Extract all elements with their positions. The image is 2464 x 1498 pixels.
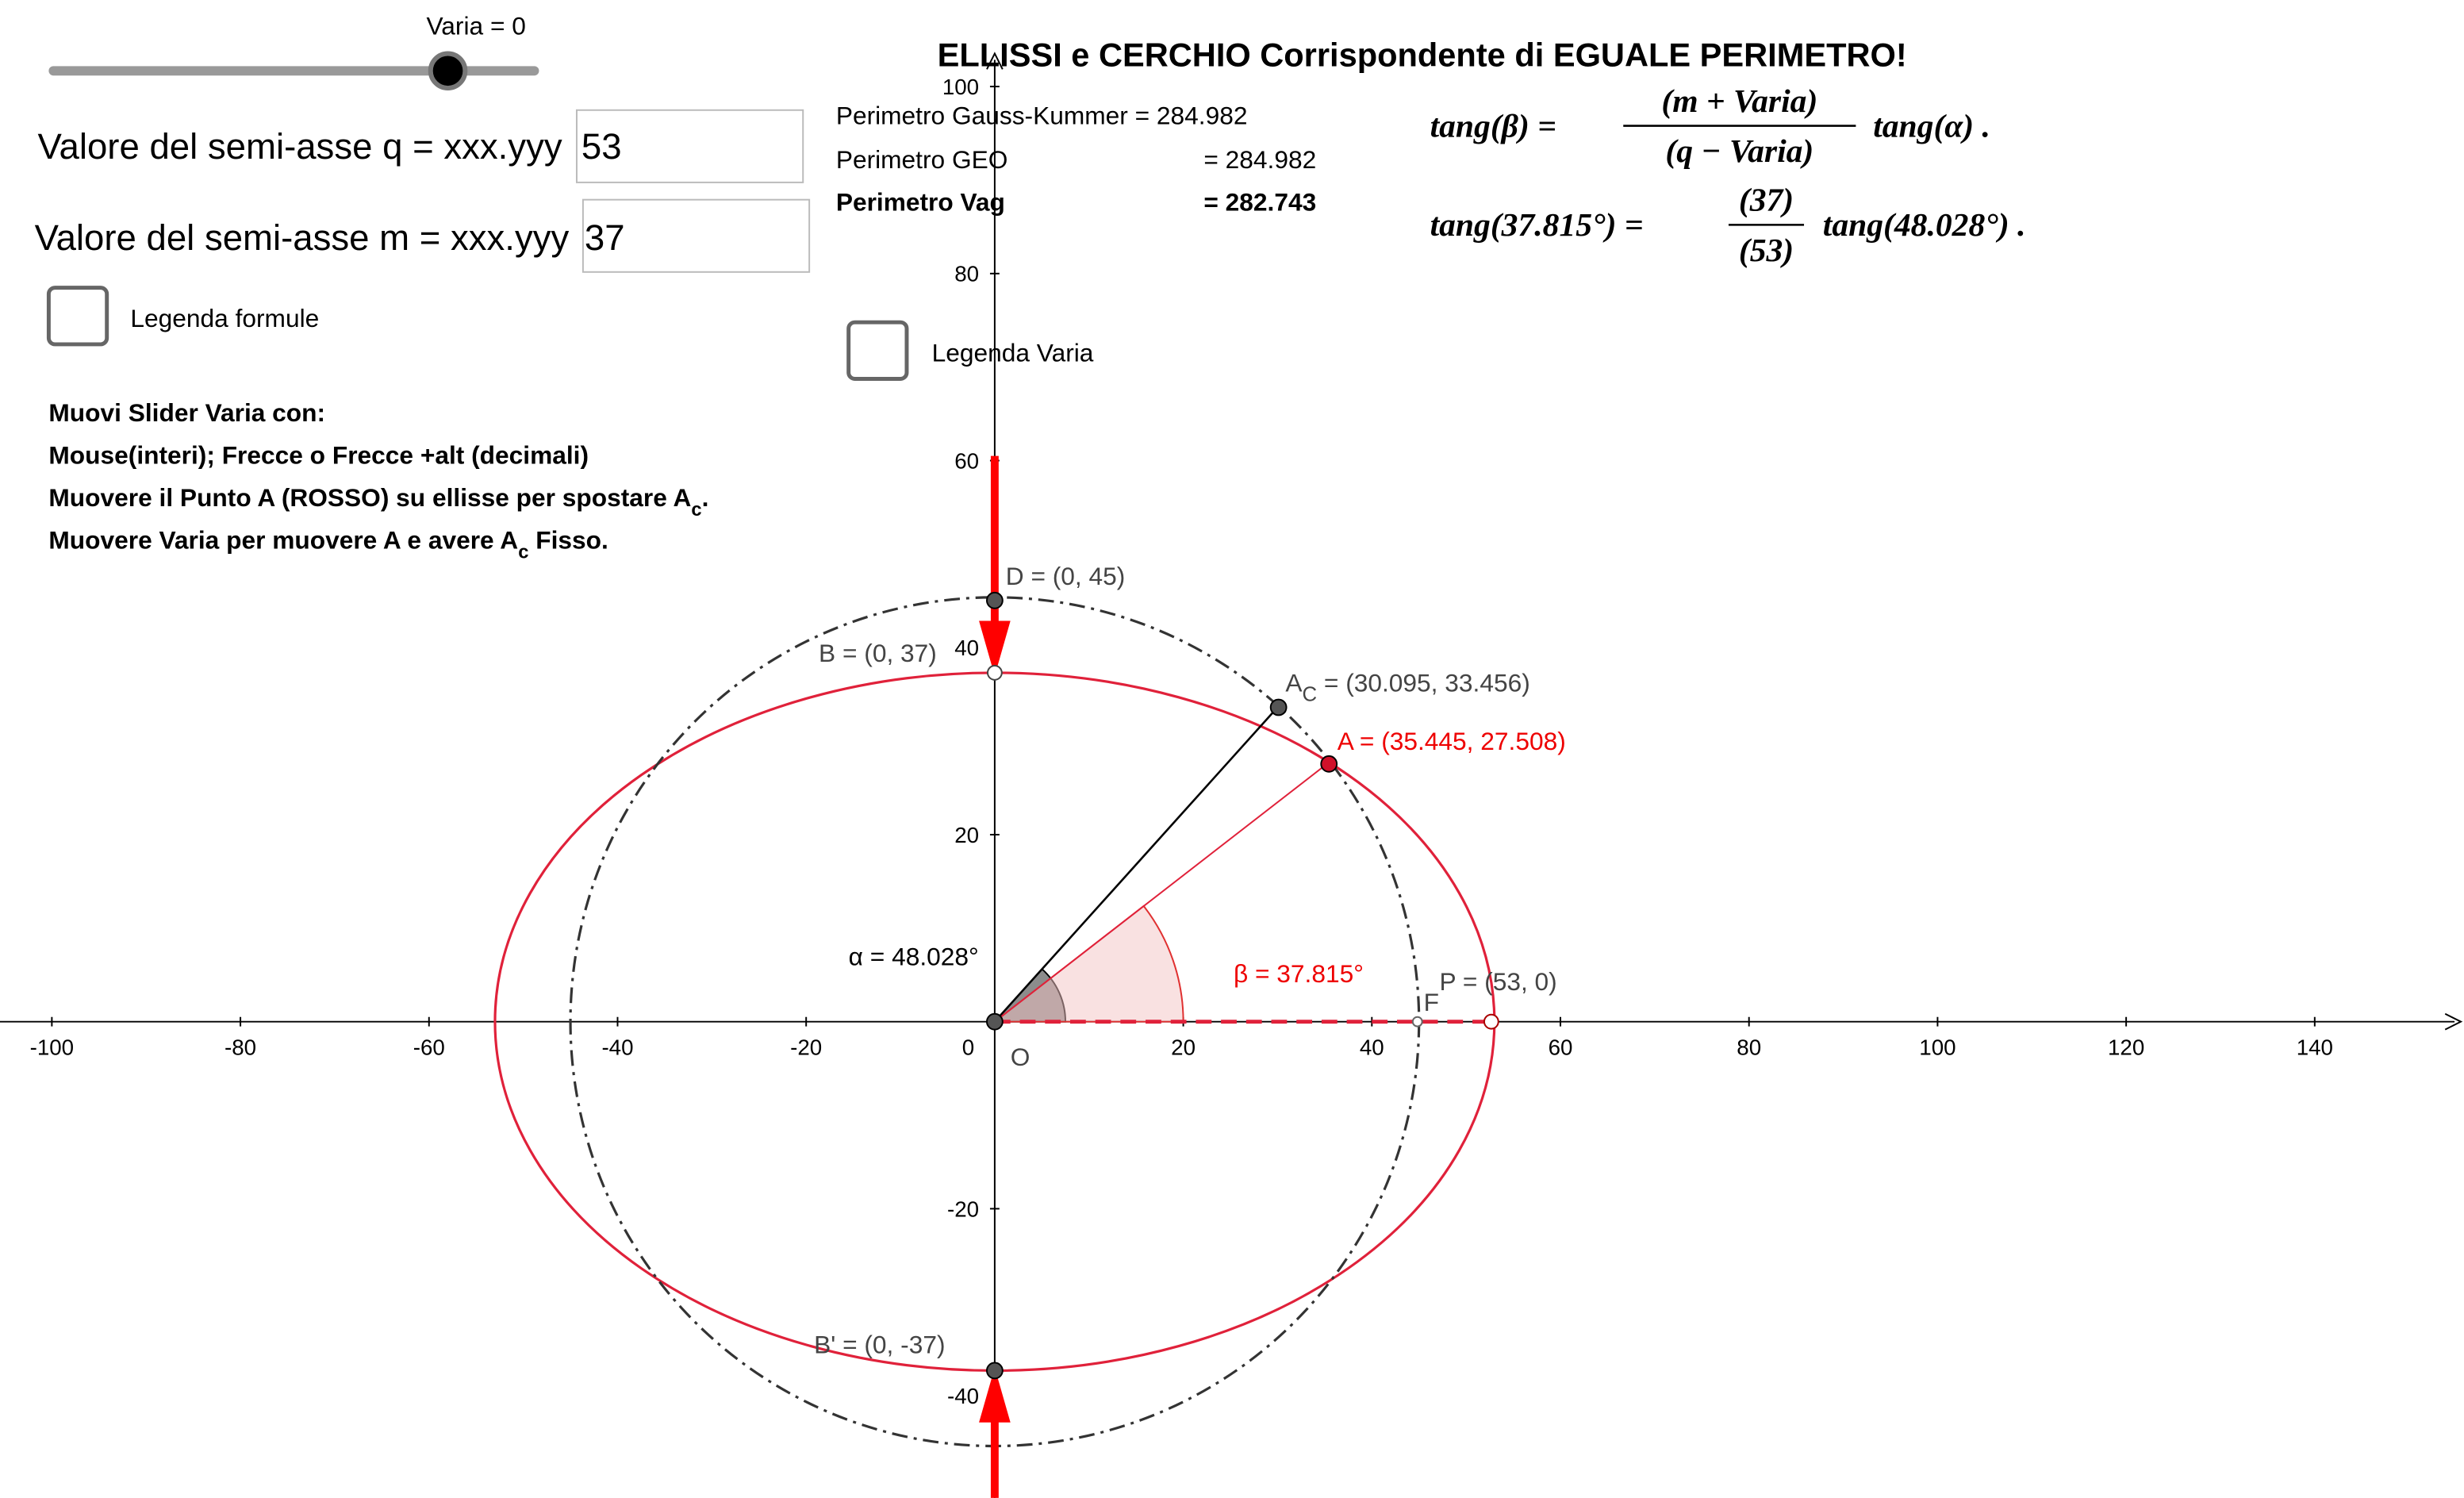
perimeter: Perimetro Vag bbox=[836, 188, 1005, 217]
label-ac: AC = (30.095, 33.456) bbox=[1285, 669, 1529, 706]
x-tick-label: 40 bbox=[1360, 1035, 1384, 1059]
formula-denominator: (q − Varia) bbox=[1665, 133, 1813, 170]
point-b1[interactable] bbox=[985, 1362, 1004, 1380]
point-o[interactable] bbox=[985, 1012, 1004, 1031]
checkbox-label[interactable]: Legenda Varia bbox=[932, 339, 1094, 367]
label-d: D = (0, 45) bbox=[1006, 562, 1126, 590]
x-tick-label: -40 bbox=[601, 1035, 633, 1059]
label-beta: β = 37.815° bbox=[1234, 959, 1364, 988]
point-ac[interactable] bbox=[1269, 698, 1288, 716]
slider-label: Varia = 0 bbox=[427, 12, 526, 40]
label-ac-sub: C bbox=[1302, 684, 1317, 706]
y-tick-label: 60 bbox=[954, 448, 979, 473]
instruction: Muovi Slider Varia con: bbox=[48, 398, 325, 427]
y-axis-arrow bbox=[986, 52, 1004, 70]
beta-sector bbox=[992, 905, 1184, 1023]
label-f: F bbox=[1424, 988, 1439, 1016]
label-ac-main: A bbox=[1285, 669, 1303, 697]
instruction-after: . bbox=[702, 483, 709, 512]
x-tick-label: 120 bbox=[2108, 1035, 2144, 1059]
y-tick-label: 40 bbox=[954, 636, 979, 660]
x-tick-label: -100 bbox=[30, 1035, 74, 1059]
instruction: Mouse(interi); Frecce o Frecce +alt (dec… bbox=[48, 440, 589, 469]
y-tick-label: 20 bbox=[954, 823, 979, 847]
formula-numerator: (m + Varia) bbox=[1661, 83, 1817, 120]
label-a: A = (35.445, 27.508) bbox=[1338, 727, 1566, 755]
slider-knob[interactable] bbox=[428, 51, 468, 91]
point-a[interactable] bbox=[1320, 755, 1338, 773]
input-box[interactable] bbox=[575, 109, 804, 183]
x-tick-label: 100 bbox=[1919, 1035, 1955, 1059]
instruction-sub: c bbox=[518, 541, 528, 563]
label-o: O bbox=[1011, 1043, 1031, 1071]
y-tick-label: -20 bbox=[947, 1196, 979, 1221]
y-tick-label: -40 bbox=[947, 1384, 979, 1408]
origin-label: 0 bbox=[962, 1035, 974, 1059]
perimeter: Perimetro GEO bbox=[836, 145, 1008, 174]
instruction-sub: c bbox=[691, 499, 701, 520]
segment-oa bbox=[994, 762, 1330, 1023]
x-axis-arrow bbox=[2444, 1012, 2463, 1031]
point-d[interactable] bbox=[985, 591, 1004, 609]
formulas: tang(β) = (m + Varia) (q − Varia) tang(α) .… bbox=[1430, 83, 2026, 269]
label-b: B = (0, 37) bbox=[819, 639, 937, 667]
label-ac-rest: = (30.095, 33.456) bbox=[1317, 669, 1530, 697]
x-tick-label: 140 bbox=[2297, 1035, 2333, 1059]
input-value[interactable]: 37 bbox=[585, 217, 625, 258]
segment-oac bbox=[993, 705, 1280, 1023]
instruction-text: Muovere il Punto A (ROSSO) su ellisse pe… bbox=[48, 483, 691, 512]
label-p: P = (53, 0) bbox=[1439, 967, 1556, 996]
arrow-top-head bbox=[979, 620, 1011, 676]
input-box[interactable] bbox=[581, 198, 811, 273]
label-b1: B' = (0, -37) bbox=[814, 1331, 945, 1359]
x-tick-label: -60 bbox=[413, 1035, 445, 1059]
point-b[interactable] bbox=[986, 665, 1003, 681]
label-alpha: α = 48.028° bbox=[849, 942, 979, 970]
checkbox[interactable] bbox=[46, 286, 109, 347]
formula-denominator: (53) bbox=[1739, 232, 1794, 269]
checkbox-label[interactable]: Legenda formule bbox=[130, 304, 319, 332]
formula-right: tang(48.028°) . bbox=[1823, 206, 2026, 244]
y-tick-label: 100 bbox=[942, 75, 979, 99]
point-f[interactable] bbox=[1411, 1016, 1423, 1027]
title: ELLISSI e CERCHIO Corrispondente di EGUA… bbox=[938, 36, 1907, 73]
arrow-bottom-head bbox=[979, 1367, 1011, 1423]
instruction-after: Fisso. bbox=[528, 525, 608, 554]
formula-left: tang(β) = bbox=[1430, 107, 1556, 144]
perimeter-value: = 284.982 bbox=[1203, 145, 1316, 174]
input-value[interactable]: 53 bbox=[581, 126, 622, 167]
point-p[interactable] bbox=[1483, 1013, 1499, 1030]
x-tick-label: 20 bbox=[1171, 1035, 1196, 1059]
x-tick-label: -80 bbox=[225, 1035, 256, 1059]
instructions: Muovi Slider Varia con: Mouse(interi); Fr… bbox=[48, 398, 708, 563]
y-tick-label: 80 bbox=[954, 262, 979, 286]
x-tick-label: 80 bbox=[1737, 1035, 1761, 1059]
checkbox[interactable] bbox=[846, 320, 909, 381]
x-tick-label: -20 bbox=[790, 1035, 822, 1059]
instruction-text: Muovere Varia per muovere A e avere A bbox=[48, 525, 518, 554]
x-tick-label: 60 bbox=[1549, 1035, 1573, 1059]
formula-left: tang(37.815°) = bbox=[1430, 206, 1644, 244]
instruction: Muovere il Punto A (ROSSO) su ellisse pe… bbox=[48, 483, 708, 520]
instruction-text: Muovi Slider Varia con: bbox=[48, 398, 325, 427]
formula-right: tang(α) . bbox=[1873, 107, 1990, 144]
input-label: Valore del semi-asse q = xxx.yyy bbox=[38, 126, 562, 167]
instruction-text: Mouse(interi); Frecce o Frecce +alt (dec… bbox=[48, 440, 589, 469]
perimeter: Perimetro Gauss-Kummer = 284.982 bbox=[836, 102, 1248, 130]
perimeter-value: = 282.743 bbox=[1203, 188, 1316, 217]
formula-numerator: (37) bbox=[1739, 182, 1794, 219]
input-label: Valore del semi-asse m = xxx.yyy bbox=[35, 217, 570, 258]
axes: 0 -100 -80 -60 -40 -20 20 40 60 80 100 120 140 -40 -2… bbox=[0, 52, 2463, 1498]
instruction: Muovere Varia per muovere A e avere Ac F… bbox=[48, 525, 608, 563]
